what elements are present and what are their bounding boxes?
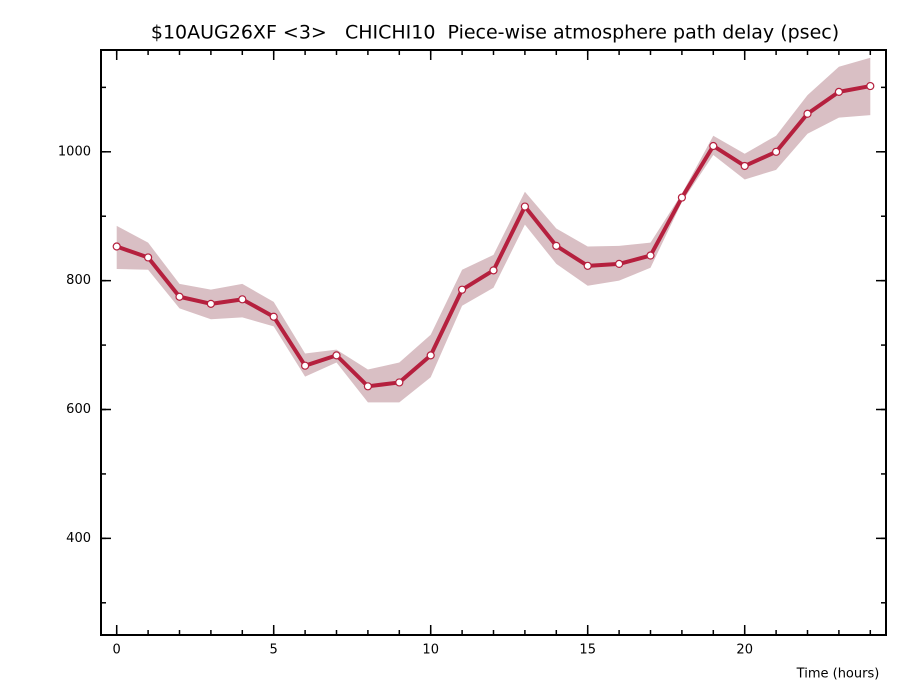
data-point — [175, 292, 184, 301]
x-axis-label: Time (hours) — [796, 667, 880, 682]
data-point — [395, 378, 404, 387]
data-point — [363, 382, 372, 391]
data-point — [301, 361, 310, 370]
data-point — [583, 261, 592, 270]
y-tick-label: 600 — [66, 402, 91, 417]
data-point — [458, 285, 467, 294]
data-point — [489, 266, 498, 275]
data-point — [803, 109, 812, 118]
data-point — [740, 161, 749, 171]
data-point — [771, 147, 781, 156]
data-point — [426, 351, 435, 360]
data-point — [269, 312, 278, 321]
y-tick-label: 800 — [66, 273, 91, 288]
error-band — [116, 57, 871, 403]
data-point — [144, 253, 153, 262]
x-tick-label: 15 — [579, 643, 596, 658]
data-point — [677, 193, 687, 202]
data-point — [646, 251, 655, 260]
data-point — [332, 351, 341, 360]
data-point — [834, 87, 844, 96]
x-tick-label: 10 — [422, 643, 439, 658]
x-tick-label: 5 — [270, 643, 278, 658]
data-point — [112, 242, 121, 251]
data-line — [116, 84, 871, 389]
data-point — [709, 141, 718, 151]
plot-frame — [100, 49, 887, 636]
x-tick-label: 20 — [736, 643, 753, 658]
chart-title: $10AUG26XF <3> CHICHI10 Piece-wise atmos… — [151, 22, 839, 44]
y-tick-label: 400 — [66, 531, 91, 546]
data-point — [238, 295, 247, 304]
x-tick-label: 0 — [113, 643, 121, 658]
y-tick-label: 1000 — [58, 144, 91, 159]
data-point — [552, 241, 561, 250]
data-point — [206, 299, 215, 308]
data-point — [614, 259, 624, 268]
data-point — [866, 81, 875, 91]
data-point — [520, 202, 530, 211]
